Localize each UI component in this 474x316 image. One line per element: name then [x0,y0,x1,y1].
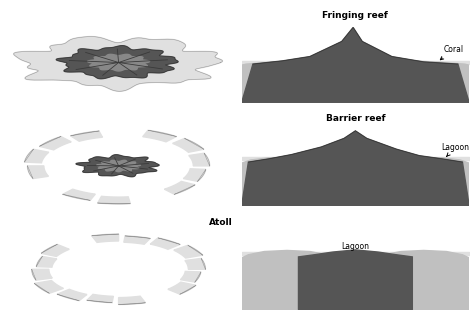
Text: Coral: Coral [440,45,464,60]
Polygon shape [36,257,57,267]
Polygon shape [27,166,48,179]
Polygon shape [299,250,412,310]
Polygon shape [41,244,69,257]
Polygon shape [173,138,204,152]
Text: Lagoon: Lagoon [442,143,470,156]
Polygon shape [185,258,205,269]
Polygon shape [14,37,222,91]
Polygon shape [242,27,469,103]
Polygon shape [189,153,210,166]
Polygon shape [97,160,140,172]
Polygon shape [118,296,146,305]
Polygon shape [242,61,469,103]
Polygon shape [143,130,176,142]
Text: Lagoon: Lagoon [341,242,369,251]
Polygon shape [98,196,130,204]
Polygon shape [242,158,469,206]
Polygon shape [76,155,159,177]
Polygon shape [183,169,206,181]
Polygon shape [181,271,201,282]
Polygon shape [32,269,52,280]
Polygon shape [174,245,203,258]
Polygon shape [71,131,102,141]
Text: Atoll: Atoll [209,218,232,227]
Title: Fringing reef: Fringing reef [322,11,388,20]
Title: Barrier reef: Barrier reef [326,114,385,123]
Polygon shape [25,149,49,163]
Polygon shape [168,282,196,294]
Polygon shape [35,281,64,293]
Polygon shape [164,181,195,194]
Polygon shape [39,137,71,150]
Polygon shape [92,234,118,242]
Polygon shape [63,189,95,200]
Polygon shape [242,251,469,310]
Polygon shape [124,236,150,244]
Polygon shape [150,238,180,249]
Polygon shape [242,131,469,206]
Polygon shape [57,289,87,301]
Polygon shape [88,54,150,71]
Polygon shape [56,46,178,79]
Polygon shape [87,294,113,303]
